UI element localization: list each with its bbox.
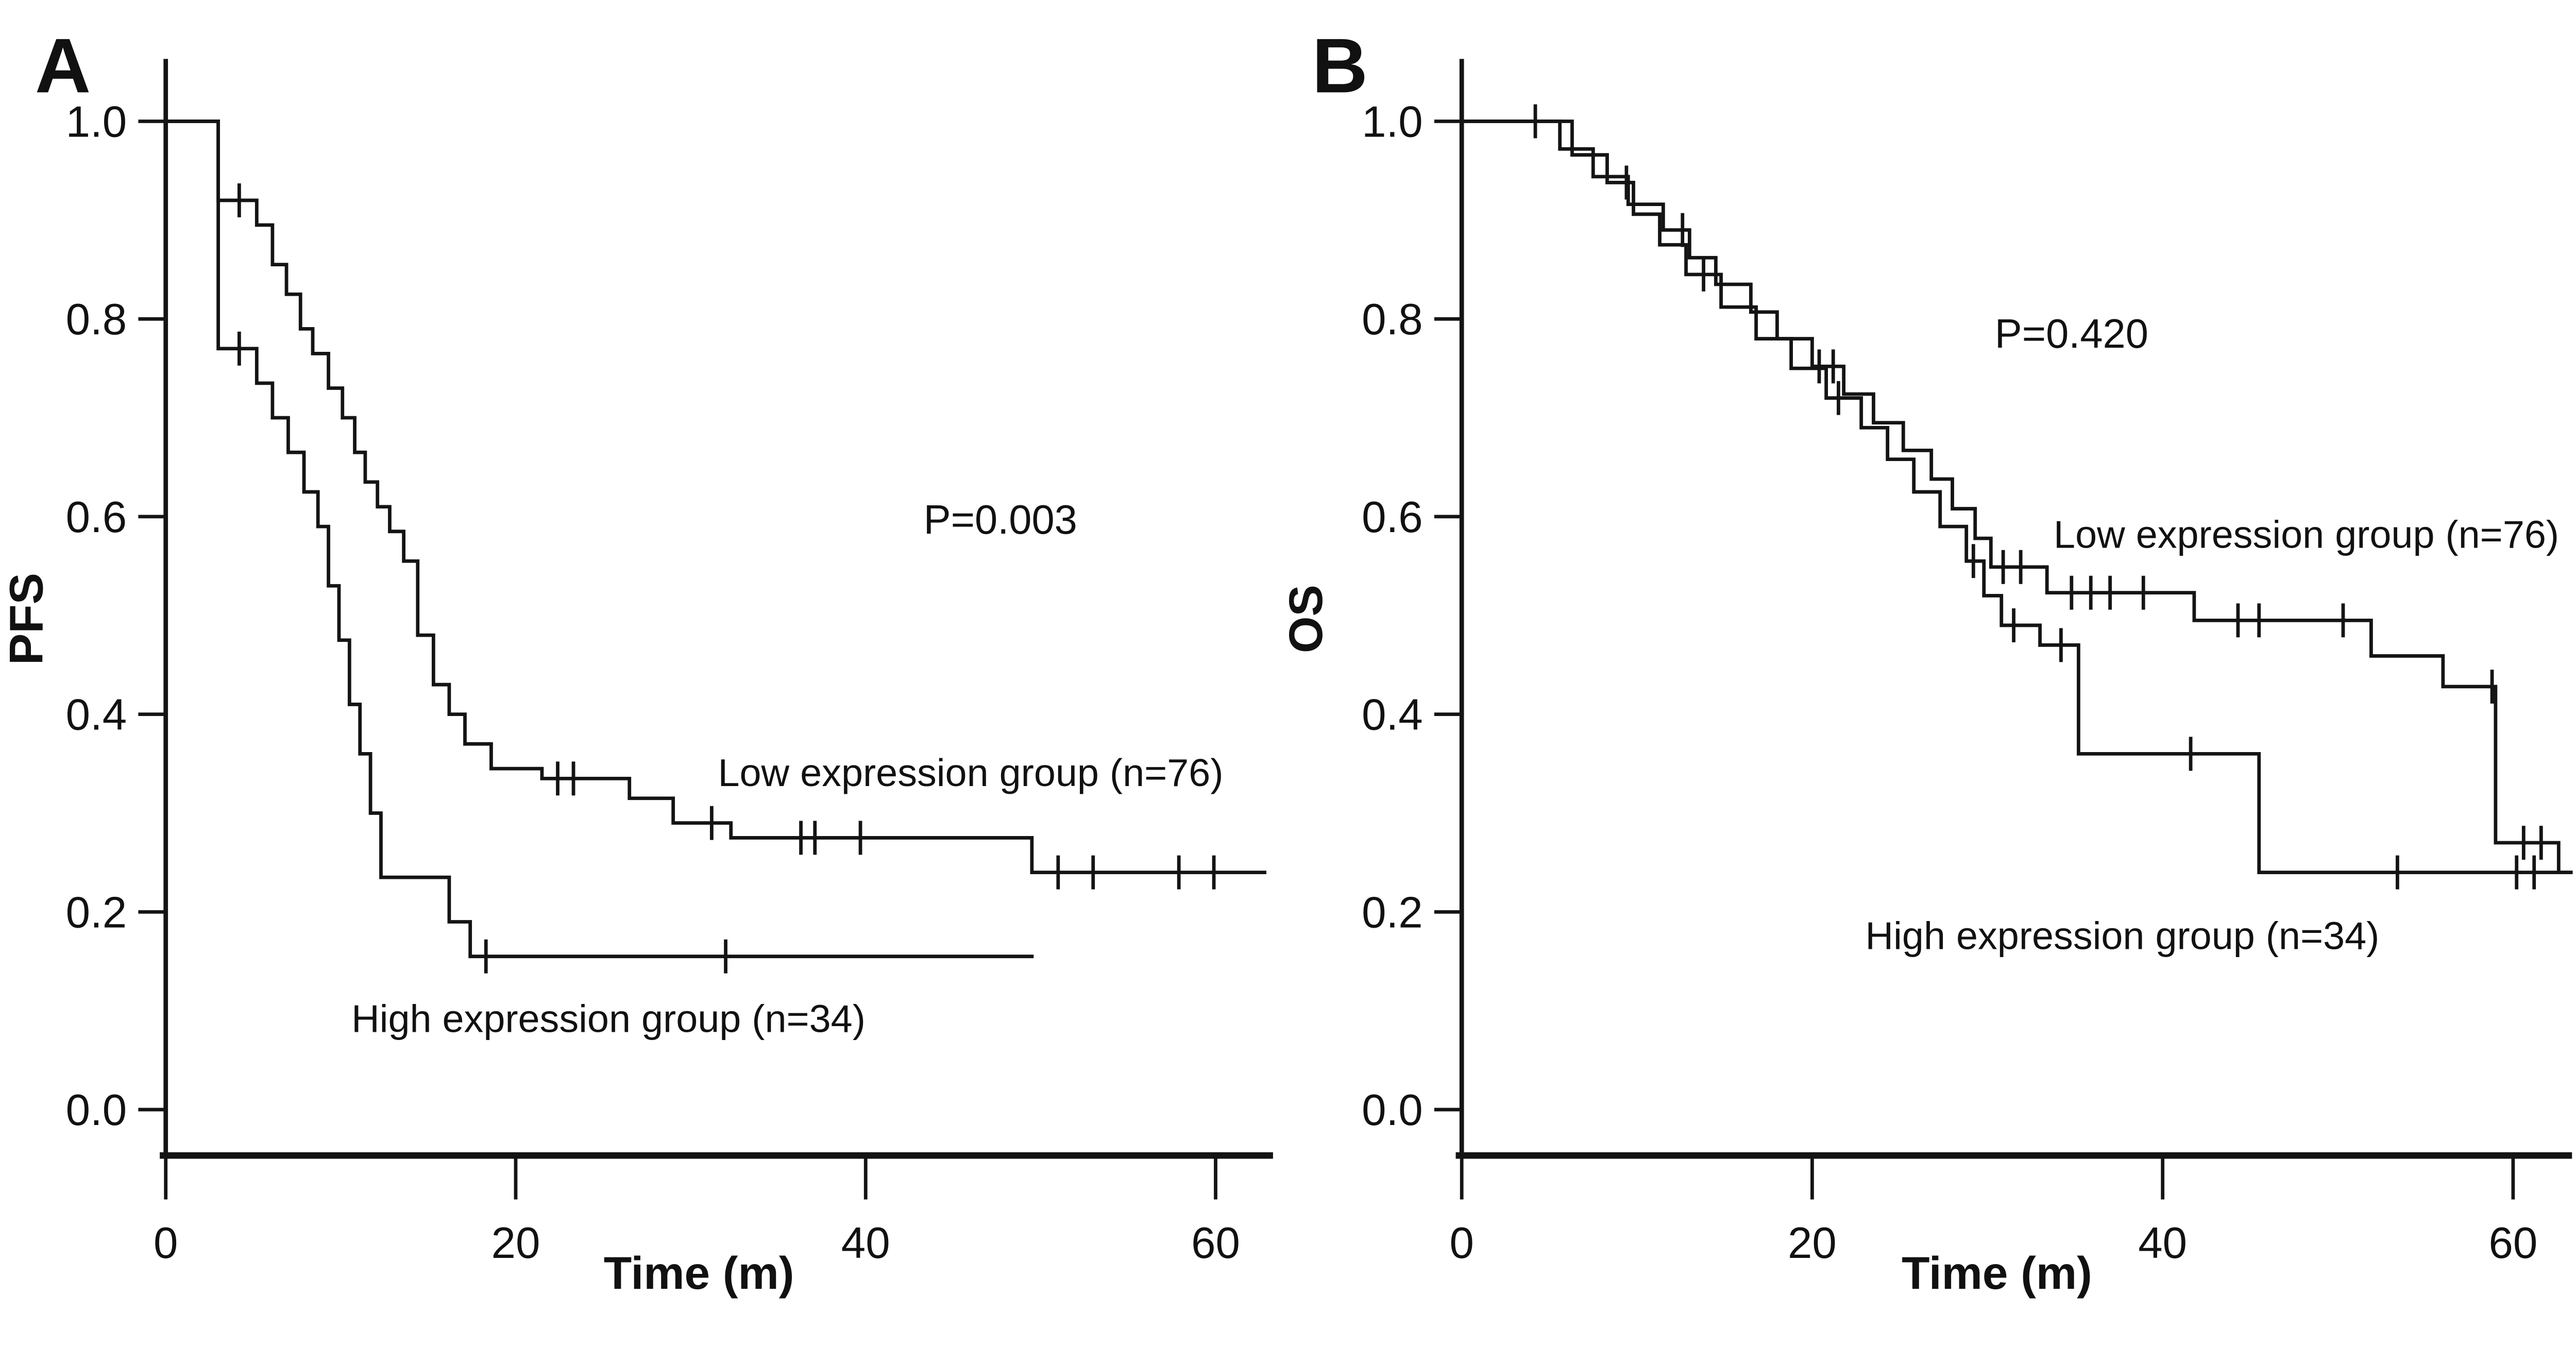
panel-B: B 0.0 0.2 0.4 0.6 0.8 1.0 0 20 40 60 Time (m) OS P=0.… (1279, 22, 2573, 1299)
series-label-low: Low expression group (n=76) (718, 752, 1224, 795)
censor-marks-low (1533, 104, 2543, 860)
y-tick-label: 0.4 (1362, 691, 1423, 740)
panel-A: A 0.0 0.2 0.4 0.6 0.8 1.0 0 20 40 60 Time (m) PFS P=0… (0, 22, 1273, 1299)
series-label-low: Low expression group (n=76) (2054, 514, 2559, 557)
y-tick-label: 0.6 (66, 493, 127, 542)
censor-marks-high (1624, 165, 2536, 890)
pvalue-annotation: P=0.003 (924, 497, 1077, 542)
censor-marks-low (237, 183, 1216, 890)
x-tick-label: 60 (1191, 1219, 1240, 1268)
pvalue-annotation: P=0.420 (1995, 311, 2148, 356)
panel-letter: A (35, 22, 91, 109)
chart-background (0, 0, 2576, 1304)
km-survival-figure: A 0.0 0.2 0.4 0.6 0.8 1.0 0 20 40 60 Time (m) PFS P=0… (0, 0, 2576, 1304)
y-tick-label: 1.0 (1362, 98, 1423, 147)
y-tick-label: 0.8 (66, 295, 127, 344)
x-tick-label: 20 (492, 1219, 540, 1268)
km-chart-svg: A 0.0 0.2 0.4 0.6 0.8 1.0 0 20 40 60 Time (m) PFS P=0… (0, 0, 2576, 1304)
y-axis-title: OS (1279, 585, 1332, 653)
y-tick-label: 0.6 (1362, 493, 1423, 542)
km-curve-low (1462, 120, 2573, 874)
x-tick-label: 20 (1788, 1219, 1837, 1268)
x-tick-label: 40 (2138, 1219, 2187, 1268)
x-tick-label: 0 (1449, 1219, 1473, 1268)
y-tick-label: 0.0 (1362, 1086, 1423, 1135)
x-tick-label: 0 (154, 1219, 178, 1268)
y-tick-label: 0.2 (1362, 888, 1423, 937)
x-tick-label: 60 (2488, 1219, 2537, 1268)
censor-marks-high (237, 331, 727, 974)
chart-render-root: A 0.0 0.2 0.4 0.6 0.8 1.0 0 20 40 60 Time (m) PFS P=0… (0, 22, 2573, 1299)
km-curve-high (165, 120, 1034, 959)
y-tick-label: 0.2 (66, 888, 127, 937)
panel-letter: B (1312, 22, 1368, 109)
y-tick-label: 0.0 (66, 1086, 127, 1135)
km-curve-high (1462, 120, 2573, 874)
x-axis-title: Time (m) (604, 1247, 794, 1299)
y-tick-label: 1.0 (66, 98, 127, 147)
x-axis-title: Time (m) (1902, 1247, 2092, 1299)
x-tick-label: 40 (841, 1219, 890, 1268)
km-curve-low (165, 120, 1266, 874)
y-tick-label: 0.4 (66, 691, 127, 740)
y-tick-label: 0.8 (1362, 295, 1423, 344)
y-axis-title: PFS (0, 573, 53, 665)
series-label-high: High expression group (n=34) (1866, 915, 2380, 958)
series-label-high: High expression group (n=34) (351, 998, 866, 1041)
